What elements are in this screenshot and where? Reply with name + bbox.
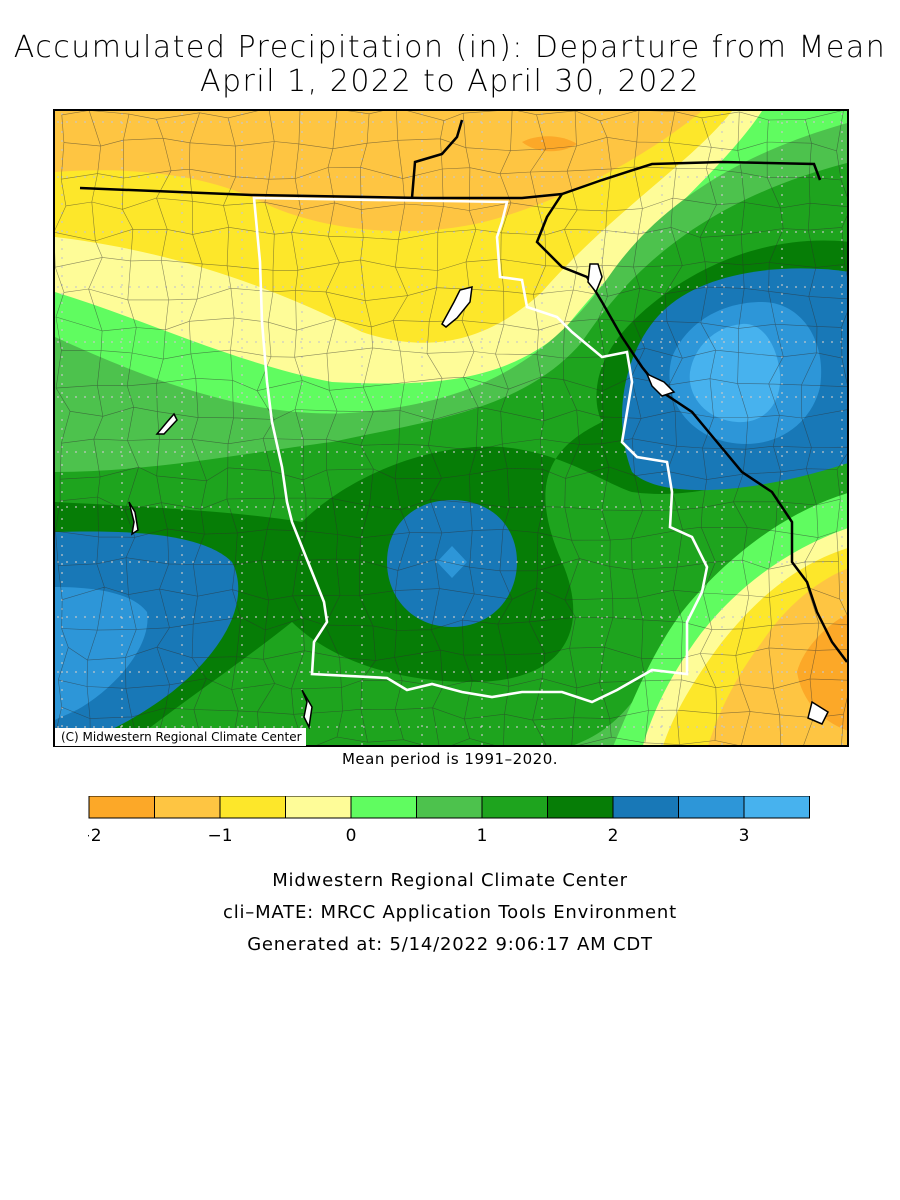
lake-sw (128, 501, 139, 536)
band-3-to-3.5-east (689, 323, 781, 423)
legend-bin (612, 796, 679, 819)
precipitation-map (55, 111, 847, 745)
map-frame (53, 109, 849, 747)
legend-bin (219, 796, 286, 819)
state-border-central (252, 196, 709, 704)
lake-south (301, 689, 313, 730)
lake-east-2 (645, 372, 676, 397)
map-title-line-2: April 1, 2022 to April 30, 2022 (199, 64, 700, 99)
map-title-line-1: Accumulated Precipitation (in): Departur… (13, 30, 887, 65)
footer-generated: Generated at: 5/14/2022 9:06:17 AM CDT (247, 934, 653, 955)
legend-bin (547, 796, 614, 819)
lake-east-3 (807, 700, 829, 725)
lake-west (155, 412, 178, 435)
mean-period-note: Mean period is 1991–2020. (341, 750, 559, 768)
legend-tick-label: 0 (346, 826, 357, 846)
legend-bin (88, 796, 155, 819)
river-north-segment (410, 119, 464, 199)
legend-bin (154, 796, 221, 819)
legend-bin (416, 796, 483, 819)
legend-tick-label: 3 (739, 826, 750, 846)
river-border-east (535, 193, 847, 663)
legend-bin (481, 796, 548, 819)
national-border-north (79, 160, 822, 200)
legend-bin (285, 796, 352, 819)
copyright-notice: (C) Midwestern Regional Climate Center (55, 728, 306, 746)
legend-tick-label: 1 (477, 826, 488, 846)
legend-tick-label: 2 (608, 826, 619, 846)
legend-bin (678, 796, 745, 819)
legend-tick-label: −2 (88, 826, 102, 846)
legend-tick-label: −1 (207, 826, 232, 846)
lake-north (441, 286, 473, 328)
band-2.5-to-3-southwest (55, 587, 148, 720)
legend-bin (350, 796, 417, 819)
lat-lon-grid (57, 113, 843, 745)
lake-east-1 (587, 263, 603, 294)
band-2.5-to-3-central (437, 546, 467, 578)
color-legend: −2 −1 0 1 2 3 (88, 796, 810, 846)
footer-tool: cli–MATE: MRCC Application Tools Environ… (223, 902, 677, 923)
legend-bin (743, 796, 810, 819)
footer-org: Midwestern Regional Climate Center (272, 870, 628, 891)
